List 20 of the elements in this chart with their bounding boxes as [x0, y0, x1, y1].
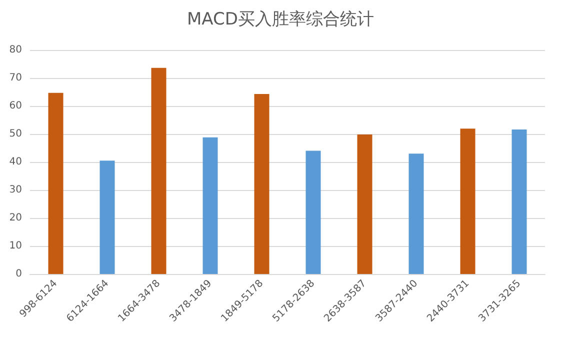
y-tick-label: 70: [9, 72, 22, 84]
y-tick-label: 50: [9, 128, 22, 140]
bar: [151, 68, 166, 274]
chart-title: MACD买入胜率综合统计: [187, 10, 374, 30]
bar: [357, 134, 372, 274]
bar: [48, 92, 64, 274]
bar: [306, 150, 321, 274]
y-tick-label: 60: [9, 100, 22, 112]
y-tick-label: 10: [9, 240, 22, 252]
y-tick-label: 80: [9, 44, 22, 56]
bar: [408, 154, 424, 274]
bar: [512, 130, 527, 274]
bar: [254, 94, 270, 274]
y-tick-label: 40: [9, 156, 22, 168]
y-tick-label: 20: [9, 212, 22, 224]
y-tick-label: 0: [16, 268, 22, 280]
bar: [460, 128, 476, 274]
bar: [100, 160, 115, 274]
bar: [202, 137, 218, 274]
y-tick-label: 30: [9, 184, 22, 196]
